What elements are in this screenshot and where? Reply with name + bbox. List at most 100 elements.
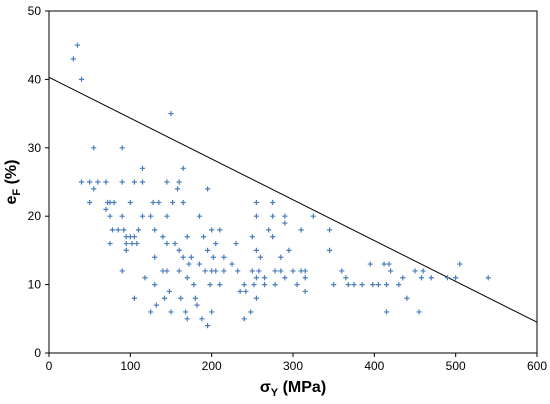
data-point	[253, 213, 259, 219]
data-point	[310, 213, 316, 219]
data-point	[302, 288, 308, 295]
x-axis-title-main: σ	[260, 379, 271, 396]
data-point	[123, 240, 129, 247]
data-point	[134, 240, 140, 247]
data-point	[153, 302, 159, 308]
data-point	[119, 268, 125, 274]
trend-line-layer	[48, 76, 538, 323]
y-tick-label: 40	[28, 72, 42, 86]
x-tick-label: 600	[527, 359, 547, 373]
data-point	[327, 247, 333, 253]
data-point	[261, 275, 268, 281]
data-point	[343, 275, 349, 281]
data-point	[302, 268, 308, 274]
data-point	[142, 275, 148, 281]
data-point	[78, 76, 85, 82]
data-point	[186, 261, 192, 267]
x-tick-label: 0	[46, 359, 53, 373]
data-point	[302, 275, 308, 281]
data-point	[135, 227, 142, 233]
data-point	[217, 282, 223, 288]
data-point	[164, 240, 170, 247]
y-axis-title-unit: (%)	[3, 160, 20, 189]
data-point	[191, 282, 197, 288]
data-point	[367, 261, 373, 267]
data-point	[127, 199, 133, 206]
data-point	[266, 227, 272, 233]
data-point	[428, 275, 434, 281]
data-point	[196, 261, 203, 267]
data-point	[257, 254, 264, 260]
data-point	[164, 268, 170, 274]
data-point	[107, 213, 113, 219]
data-point	[213, 240, 219, 247]
data-point	[351, 282, 357, 288]
data-point	[111, 199, 117, 206]
data-point	[261, 282, 268, 288]
data-point	[453, 275, 459, 281]
tick-labels: 0 100 200 300 400 500 600 0 10 20 30 40 50	[28, 4, 548, 373]
data-point	[359, 282, 365, 288]
data-point	[388, 268, 394, 274]
data-point	[270, 199, 276, 206]
data-point	[237, 288, 243, 295]
data-point	[278, 254, 284, 260]
data-point	[331, 282, 337, 288]
data-point	[386, 261, 392, 267]
data-point	[74, 42, 81, 48]
data-point	[249, 234, 255, 240]
data-point	[209, 309, 215, 315]
data-points	[70, 42, 491, 329]
data-point	[209, 227, 215, 233]
data-point	[174, 186, 181, 192]
data-point	[139, 213, 146, 219]
data-point	[168, 309, 174, 315]
data-point	[457, 261, 463, 267]
data-point	[253, 275, 259, 281]
data-point	[221, 254, 227, 260]
data-point	[290, 268, 296, 274]
data-point	[119, 145, 125, 151]
data-point	[129, 240, 135, 247]
data-point	[327, 227, 333, 233]
data-point	[164, 213, 170, 219]
data-point	[176, 179, 182, 185]
data-point	[243, 288, 249, 295]
data-point	[383, 309, 390, 315]
data-point	[272, 268, 278, 274]
data-point	[103, 206, 109, 212]
data-point	[172, 240, 178, 247]
data-point	[205, 186, 211, 192]
data-point	[178, 295, 184, 301]
data-point	[202, 268, 208, 274]
data-point	[200, 234, 207, 240]
axis-ticks	[45, 10, 538, 357]
data-point	[121, 227, 127, 233]
data-point	[270, 213, 276, 219]
data-point	[199, 316, 205, 322]
data-point	[253, 295, 259, 301]
data-point	[345, 282, 351, 288]
data-point	[249, 268, 255, 274]
data-point	[253, 199, 259, 206]
data-point	[152, 282, 158, 288]
data-point	[107, 240, 113, 247]
data-point	[294, 282, 300, 288]
data-point	[148, 309, 154, 315]
data-point	[170, 199, 176, 206]
y-tick-label: 30	[28, 141, 42, 155]
data-point	[253, 247, 259, 253]
data-point	[184, 234, 190, 240]
data-point	[131, 295, 137, 301]
data-point	[87, 179, 93, 185]
data-point	[270, 234, 276, 240]
data-point	[123, 247, 129, 253]
data-point	[233, 240, 239, 247]
data-point	[248, 309, 254, 315]
x-tick-label: 200	[202, 359, 222, 373]
data-point	[272, 282, 278, 288]
y-axis-title: eF (%)	[3, 160, 23, 205]
data-point	[207, 282, 213, 288]
data-point	[383, 282, 390, 288]
